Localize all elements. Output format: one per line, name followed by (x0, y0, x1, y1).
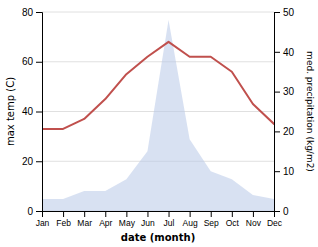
tick-label: 50 (283, 7, 295, 18)
marks (42, 20, 274, 211)
tick-mark (126, 211, 127, 217)
tick-label: Dec (267, 218, 283, 228)
tick-mark (274, 131, 280, 132)
grid-line (42, 12, 274, 13)
tick-mark (84, 211, 85, 217)
tick-mark (36, 62, 42, 63)
axis-line (275, 13, 281, 212)
tick: 30 (274, 86, 295, 97)
chart: JanFebMarAprMayJunJulAugSepOctNovDec0204… (0, 0, 318, 247)
grid-line (42, 61, 274, 62)
tick: 80 (22, 7, 42, 18)
tick-label: Jan (36, 218, 50, 228)
tick-label: 10 (283, 166, 295, 177)
tick-label: Apr (99, 218, 112, 228)
tick-label: Oct (226, 218, 240, 228)
tick-mark (105, 211, 106, 217)
tick-mark (211, 211, 212, 217)
grid (42, 12, 274, 211)
tick-label: 0 (283, 206, 289, 217)
tick-label: 40 (22, 106, 34, 117)
tick-mark (36, 161, 42, 162)
tick: 0 (274, 206, 289, 217)
tick-label: 80 (22, 7, 34, 18)
tick-label: Nov (246, 218, 262, 228)
tick-mark (36, 12, 42, 13)
axis-line (43, 212, 275, 218)
axis-line (36, 13, 43, 212)
y-axis-title: max temp (C) (5, 77, 16, 146)
x-axis: Jan Feb Mar Apr May Jun Jul Aug Sep Oct Nov Dec (36, 211, 283, 228)
tick-mark (147, 211, 148, 217)
tick-label: Jul (164, 218, 175, 228)
tick-label: Feb (56, 218, 71, 228)
tick: Apr (99, 211, 112, 228)
y2-axis-title: med. precipitation (kg/m2) (305, 51, 315, 172)
tick: 40 (22, 106, 42, 117)
x-axis-title: date (month) (121, 232, 195, 243)
tick-mark (274, 211, 280, 212)
tick-mark (274, 52, 280, 53)
tick-label: 0 (27, 206, 33, 217)
tick: Jun (141, 211, 155, 228)
tick-mark (232, 211, 233, 217)
tick: Nov (246, 211, 262, 228)
tick-label: 40 (283, 47, 295, 58)
tick: 0 (27, 206, 42, 217)
tick: May (119, 211, 136, 228)
tick-mark (36, 211, 42, 212)
tick-label: 20 (283, 126, 295, 137)
tick-mark (253, 211, 254, 217)
tick-label: Sep (204, 218, 219, 228)
tick-mark (274, 12, 280, 13)
tick-mark (169, 211, 170, 217)
plot: JanFebMarAprMayJunJulAugSepOctNovDec0204… (22, 7, 295, 228)
tick-mark (274, 171, 280, 172)
tick: 50 (274, 7, 295, 18)
tick: Mar (77, 211, 92, 228)
area (42, 20, 274, 211)
tick-mark (63, 211, 64, 217)
tick: Aug (183, 211, 198, 228)
tick-label: 30 (283, 86, 295, 97)
tick-label: 60 (22, 56, 34, 67)
y-axis: 0 20 40 60 80 (22, 7, 43, 217)
tick-mark (36, 112, 42, 113)
line (42, 42, 274, 129)
y2-axis: 0 10 20 30 40 50 (274, 7, 295, 217)
tick-label: 20 (22, 156, 34, 167)
tick: 40 (274, 47, 295, 58)
tick: Jan (36, 211, 50, 228)
tick-mark (190, 211, 191, 217)
tick: Dec (267, 211, 283, 228)
tick: 10 (274, 166, 295, 177)
tick-label: Jun (141, 218, 155, 228)
tick: 60 (22, 56, 42, 67)
tick: Sep (204, 211, 219, 228)
tick-label: Aug (183, 218, 198, 228)
tick-mark (274, 92, 280, 93)
tick: Oct (226, 211, 240, 228)
tick: 20 (22, 156, 42, 167)
tick-label: May (119, 218, 136, 228)
tick: Feb (56, 211, 71, 228)
tick: 20 (274, 126, 295, 137)
tick: Jul (164, 211, 175, 228)
tick-label: Mar (77, 218, 92, 228)
